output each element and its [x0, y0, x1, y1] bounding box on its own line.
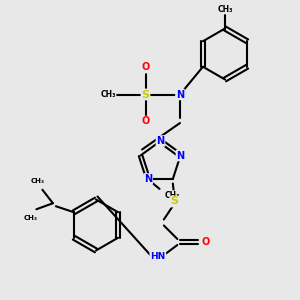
Text: S: S	[142, 89, 149, 100]
Text: CH₃: CH₃	[31, 178, 45, 184]
Text: O: O	[141, 116, 150, 127]
Text: O: O	[141, 62, 150, 73]
Text: N: N	[156, 136, 165, 146]
Text: CH₃: CH₃	[23, 215, 38, 221]
Text: N: N	[176, 151, 184, 160]
Text: N: N	[176, 89, 184, 100]
Text: HN: HN	[150, 253, 166, 262]
Text: CH₃: CH₃	[217, 4, 233, 14]
Text: O: O	[202, 237, 210, 247]
Text: CH₃: CH₃	[164, 191, 180, 200]
Text: CH₃: CH₃	[100, 90, 116, 99]
Text: N: N	[144, 174, 152, 184]
Text: S: S	[170, 196, 178, 206]
